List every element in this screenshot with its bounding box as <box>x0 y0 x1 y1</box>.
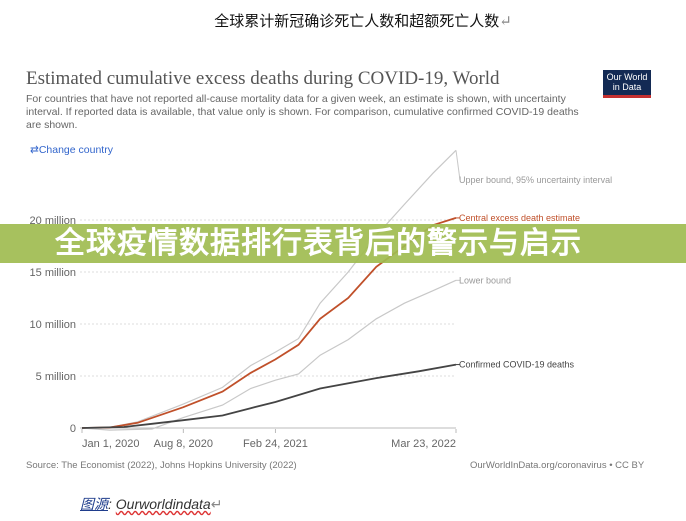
caption-source: Ourworldindata <box>115 496 211 512</box>
image-caption: 图源: Ourworldindata↵ <box>80 494 222 514</box>
chart-title: Estimated cumulative excess deaths durin… <box>26 68 500 89</box>
y-tick-label: 0 <box>70 423 76 435</box>
change-country-label: Change country <box>38 144 113 156</box>
change-country-button[interactable]: ⇄Change country <box>30 144 113 156</box>
owid-logo[interactable]: Our World in Data <box>603 70 651 98</box>
chart-url-link[interactable]: OurWorldInData.org/coronavirus • CC BY <box>470 460 645 471</box>
document-title: 全球累计新冠确诊死亡人数和超额死亡人数↵ <box>0 10 686 31</box>
return-mark: ↵ <box>210 496 223 512</box>
series-line <box>81 149 457 429</box>
y-tick-label: 5 million <box>36 371 76 383</box>
y-tick-label: 10 million <box>30 319 76 331</box>
x-tick-label: Aug 8, 2020 <box>154 438 213 450</box>
return-mark: ↵ <box>499 12 512 30</box>
chart-subtitle: For countries that have not reported all… <box>26 93 579 131</box>
document-title-text: 全球累计新冠确诊死亡人数和超额死亡人数 <box>214 12 500 30</box>
label-connector <box>455 150 461 181</box>
caption-sep: : <box>108 496 116 512</box>
swap-icon: ⇄ <box>30 144 39 156</box>
caption-label: 图源 <box>80 496 108 512</box>
series-label: Lower bound <box>459 275 511 285</box>
series-line <box>81 363 457 429</box>
x-tick-label: Mar 23, 2022 <box>391 438 456 450</box>
y-tick-label: 15 million <box>30 267 76 279</box>
banner <box>0 224 686 263</box>
banner-title: 全球疫情数据排行表背后的警示与启示 <box>55 226 582 261</box>
series-label: Upper bound, 95% uncertainty interval <box>459 175 612 185</box>
series-line <box>81 279 457 431</box>
x-tick-label: Feb 24, 2021 <box>243 438 308 450</box>
series-label: Confirmed COVID-19 deaths <box>459 360 575 370</box>
chart-source: Source: The Economist (2022), Johns Hopk… <box>26 460 297 471</box>
x-tick-label: Jan 1, 2020 <box>82 438 140 450</box>
series-label: Central excess death estimate <box>459 213 580 223</box>
